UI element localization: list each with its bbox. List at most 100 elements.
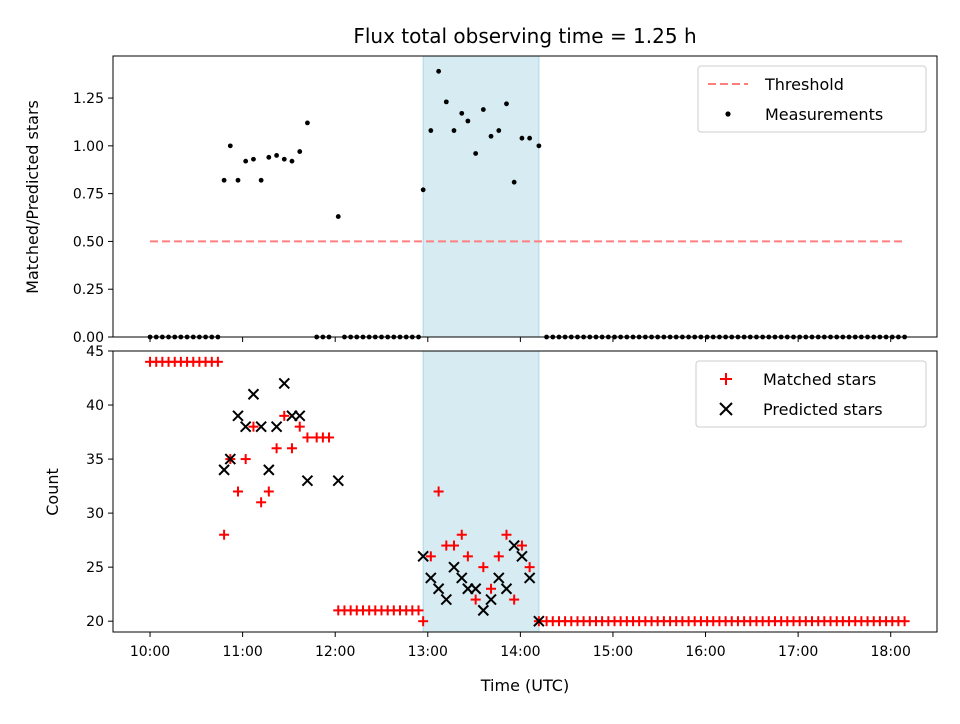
predicted-point	[417, 550, 429, 563]
measurement-point	[488, 133, 494, 139]
measurement-point	[480, 107, 486, 112]
matched-point	[462, 551, 473, 562]
predicted-point-b	[500, 583, 513, 595]
legend-measurements-label: Measurements	[765, 105, 883, 124]
count-plot-area: 20 25 30 35 40 45 10:00 11:00 12:00 13:00 14:00 15:…	[86, 344, 911, 660]
measurement-point	[511, 179, 517, 185]
matched-point	[256, 497, 267, 508]
count-y-axis-label: Count	[43, 468, 62, 516]
predicted-point-b	[516, 550, 528, 563]
predicted-point	[218, 464, 230, 476]
predicted-point-b	[224, 453, 237, 465]
legend-matched-label: Matched stars	[763, 370, 876, 389]
measurement-point	[473, 151, 479, 156]
matched-point	[425, 551, 436, 562]
matched-point	[279, 410, 290, 421]
measurement-point	[527, 135, 533, 141]
predicted-point-b	[278, 377, 290, 390]
count-axes-frame	[112, 350, 938, 633]
measurement-point	[297, 149, 303, 154]
predicted-point	[448, 561, 460, 573]
predicted-point-b	[255, 420, 267, 433]
ratio-panel: 0.00 0.25 0.50 0.75 1.00 1.25 Matched/Predict…	[23, 55, 938, 346]
predicted-point-b	[301, 474, 314, 487]
matched-point	[413, 605, 424, 616]
y-tick-label: 0.50	[73, 234, 104, 250]
y-tick-label: 0.25	[73, 282, 104, 298]
measurement-point	[428, 128, 434, 133]
matched-point	[493, 551, 504, 562]
measurement-point	[235, 177, 241, 183]
predicted-point	[294, 410, 306, 422]
matched-point	[286, 443, 297, 454]
ratio-axes-frame	[112, 55, 938, 338]
x-tick-label: 17:00	[778, 644, 818, 660]
x-tick-label: 18:00	[871, 644, 911, 660]
measurement-point	[436, 68, 442, 74]
matched-point	[486, 583, 497, 594]
matched-point	[524, 562, 535, 573]
matched-point	[509, 594, 520, 605]
matched-point	[448, 540, 459, 551]
predicted-point	[508, 539, 520, 552]
measurement-point	[281, 156, 287, 162]
matched-point	[323, 432, 334, 443]
predicted-point-b	[432, 583, 445, 595]
matched-point	[240, 454, 251, 465]
predicted-point	[232, 410, 244, 422]
ratio-plot-area: 0.00 0.25 0.50 0.75 1.00 1.25	[73, 55, 907, 346]
predicted-point-b	[493, 572, 505, 584]
predicted-point	[440, 593, 453, 606]
legend-predicted-label: Predicted stars	[763, 400, 883, 419]
matched-point	[248, 421, 259, 432]
measurement-point	[519, 135, 525, 141]
predicted-point	[500, 583, 513, 595]
matched-point	[212, 356, 223, 367]
predicted-point	[255, 420, 267, 433]
legend-threshold-label: Threshold	[764, 75, 844, 94]
predicted-point-b	[469, 583, 482, 595]
y-tick-label: 45	[86, 344, 104, 360]
predicted-point-b	[294, 410, 306, 422]
predicted-point	[533, 615, 545, 627]
observing-window-span	[422, 55, 540, 338]
predicted-point	[469, 583, 482, 595]
measurement-point	[459, 110, 465, 116]
measurement-point	[335, 214, 341, 219]
predicted-point-b	[417, 550, 429, 563]
matched-point	[232, 486, 243, 497]
predicted-point-b	[247, 388, 260, 400]
predicted-point-b	[218, 464, 230, 476]
predicted-point	[263, 464, 275, 476]
predicted-point	[239, 420, 252, 433]
predicted-point	[432, 583, 445, 595]
measurement-point	[243, 158, 249, 164]
matched-point	[302, 432, 313, 443]
x-tick-label: 14:00	[500, 644, 540, 660]
measurement-point	[227, 143, 233, 149]
x-tick-label: 15:00	[593, 644, 633, 660]
y-tick-label: 1.00	[73, 139, 104, 155]
matched-point	[263, 486, 274, 497]
y-tick-label: 0.75	[73, 187, 104, 203]
predicted-point	[493, 572, 505, 584]
predicted-point-b	[440, 593, 453, 606]
matched-point	[899, 616, 910, 627]
predicted-point	[456, 572, 468, 584]
y-tick-label: 1.25	[73, 91, 104, 107]
predicted-point	[224, 453, 237, 465]
legend-matched-marker	[720, 373, 732, 385]
y-tick-label: 40	[86, 398, 104, 414]
predicted-point-b	[270, 420, 283, 433]
matched-point	[219, 529, 230, 540]
x-tick-label: 13:00	[408, 644, 448, 660]
predicted-point-b	[332, 474, 344, 487]
measurement-point	[305, 120, 310, 126]
y-tick-label: 20	[86, 614, 104, 630]
measurement-point	[289, 158, 295, 164]
x-tick-label: 12:00	[315, 644, 355, 660]
predicted-point-b	[477, 604, 490, 617]
predicted-point-b	[456, 572, 468, 584]
x-tick-label: 16:00	[685, 644, 725, 660]
